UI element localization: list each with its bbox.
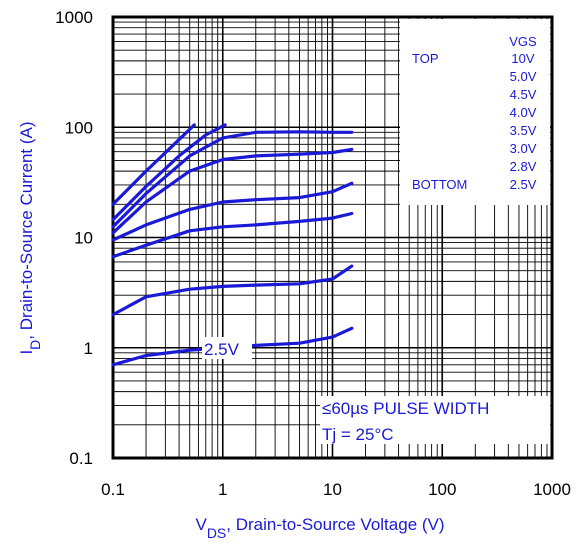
x-tick-label: 0.1 bbox=[101, 480, 125, 499]
legend: VGS TOP BOTTOM 10V 5.0V 4.5V 4.0V 3.5V 3.0V 2.… bbox=[400, 19, 550, 205]
series-line-5 bbox=[111, 181, 354, 242]
series bbox=[111, 123, 354, 367]
x-tick-labels: 0.1 1 10 100 1000 bbox=[101, 480, 571, 499]
legend-entry: 2.8V bbox=[510, 159, 537, 174]
junction-temp-label: Tj = 25°C bbox=[322, 425, 394, 444]
x-axis-title-rest: , Drain-to-Source Voltage (V) bbox=[226, 515, 444, 534]
legend-background bbox=[400, 19, 550, 205]
y-tick-labels: 0.1 1 10 100 1000 bbox=[55, 8, 93, 468]
series-line-3 bbox=[111, 130, 354, 229]
y-tick-label: 0.1 bbox=[69, 449, 93, 468]
series-line-2 bbox=[111, 123, 227, 222]
x-tick-label: 1000 bbox=[533, 480, 571, 499]
pulse-annotation: ≤60µs PULSE WIDTH Tj = 25°C bbox=[320, 396, 550, 444]
y-tick-label: 1 bbox=[84, 339, 93, 358]
curve-label-background bbox=[202, 337, 252, 359]
series-line-7 bbox=[111, 264, 354, 317]
y-axis-title: ID, Drain-to-Source Current (A) bbox=[17, 121, 43, 354]
y-tick-label: 10 bbox=[74, 229, 93, 248]
x-axis-title-main: V bbox=[195, 515, 207, 534]
y-axis-title-sub: D bbox=[27, 340, 43, 350]
x-tick-label: 1 bbox=[218, 480, 227, 499]
series-line-1 bbox=[111, 123, 196, 206]
curve-label-2-5v: 2.5V bbox=[204, 340, 240, 359]
legend-entry: 10V bbox=[511, 51, 534, 66]
legend-entries: 10V 5.0V 4.5V 4.0V 3.5V 3.0V 2.8V 2.5V bbox=[510, 51, 537, 192]
y-axis-title-rest: , Drain-to-Source Current (A) bbox=[17, 121, 36, 339]
series-line-4 bbox=[111, 147, 354, 235]
legend-entry: 4.0V bbox=[510, 105, 537, 120]
legend-entry: 5.0V bbox=[510, 69, 537, 84]
pulse-annotation-background bbox=[320, 396, 550, 444]
legend-entry: 3.5V bbox=[510, 123, 537, 138]
y-tick-label: 100 bbox=[65, 118, 93, 137]
y-tick-label: 1000 bbox=[55, 8, 93, 27]
legend-entry: 3.0V bbox=[510, 141, 537, 156]
series-line-6 bbox=[111, 211, 354, 259]
legend-bottom-label: BOTTOM bbox=[412, 177, 467, 192]
x-tick-label: 10 bbox=[323, 480, 342, 499]
legend-header: VGS bbox=[509, 34, 537, 49]
x-axis-title: VDS, Drain-to-Source Voltage (V) bbox=[195, 515, 444, 541]
legend-top-label: TOP bbox=[412, 51, 439, 66]
plot-frame bbox=[111, 15, 554, 460]
pulse-width-label: ≤60µs PULSE WIDTH bbox=[322, 399, 489, 418]
x-tick-label: 100 bbox=[428, 480, 456, 499]
x-axis-title-sub: DS bbox=[207, 525, 226, 541]
y-axis-title-main: I bbox=[17, 350, 36, 355]
curve-label-annotation: 2.5V bbox=[202, 337, 252, 359]
legend-entry: 4.5V bbox=[510, 87, 537, 102]
legend-entry: 2.5V bbox=[510, 177, 537, 192]
